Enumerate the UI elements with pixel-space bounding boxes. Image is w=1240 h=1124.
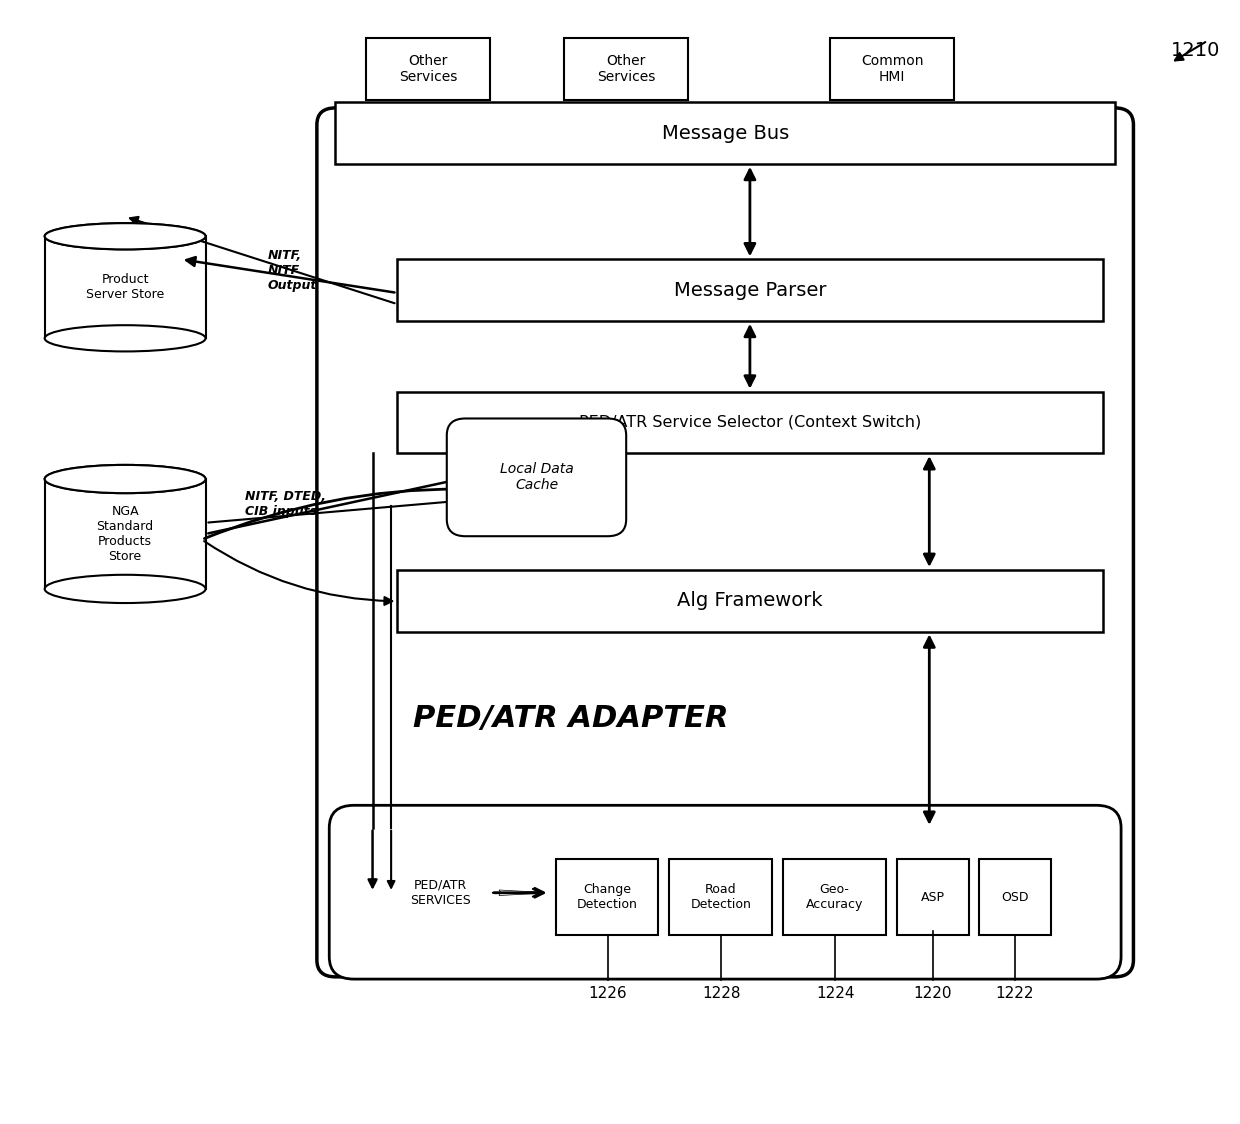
Text: NGA
Standard
Products
Store: NGA Standard Products Store: [97, 505, 154, 563]
Text: Geo-
Accuracy: Geo- Accuracy: [806, 883, 863, 912]
Bar: [45, 479, 206, 589]
FancyBboxPatch shape: [670, 859, 773, 935]
FancyBboxPatch shape: [336, 102, 1115, 164]
Text: Other
Services: Other Services: [399, 54, 458, 84]
Ellipse shape: [45, 224, 206, 250]
Text: Common
HMI: Common HMI: [861, 54, 924, 84]
FancyBboxPatch shape: [446, 418, 626, 536]
Text: OSD: OSD: [1001, 890, 1028, 904]
Text: Local Data
Cache: Local Data Cache: [500, 462, 573, 492]
Text: 1210: 1210: [1171, 40, 1220, 60]
FancyBboxPatch shape: [831, 38, 954, 100]
Text: 1228: 1228: [702, 986, 740, 1001]
Text: 1220: 1220: [914, 986, 952, 1001]
FancyBboxPatch shape: [397, 391, 1102, 453]
FancyBboxPatch shape: [317, 108, 1133, 977]
FancyBboxPatch shape: [366, 38, 490, 100]
FancyBboxPatch shape: [556, 859, 658, 935]
Text: PED/ATR
SERVICES: PED/ATR SERVICES: [410, 879, 471, 907]
Text: NITF,
NITF
Output: NITF, NITF Output: [268, 250, 316, 292]
Text: Change
Detection: Change Detection: [577, 883, 637, 912]
Text: NITF, DTED,
CIB inputs: NITF, DTED, CIB inputs: [246, 490, 326, 518]
FancyBboxPatch shape: [897, 859, 968, 935]
FancyBboxPatch shape: [784, 859, 887, 935]
Ellipse shape: [45, 325, 206, 352]
Ellipse shape: [45, 574, 206, 604]
Ellipse shape: [45, 465, 206, 493]
Text: 1224: 1224: [816, 986, 854, 1001]
FancyBboxPatch shape: [330, 805, 1121, 979]
Text: Other
Services: Other Services: [596, 54, 656, 84]
Text: 1226: 1226: [588, 986, 627, 1001]
Text: PED/ATR Service Selector (Context Switch): PED/ATR Service Selector (Context Switch…: [579, 415, 921, 429]
FancyBboxPatch shape: [564, 38, 688, 100]
Text: Alg Framework: Alg Framework: [677, 591, 822, 610]
Text: Road
Detection: Road Detection: [691, 883, 751, 912]
Text: Message Bus: Message Bus: [661, 124, 789, 143]
Bar: [45, 236, 206, 338]
FancyBboxPatch shape: [397, 570, 1102, 632]
Text: ASP: ASP: [921, 890, 945, 904]
Text: PED/ATR ADAPTER: PED/ATR ADAPTER: [413, 705, 728, 734]
FancyBboxPatch shape: [397, 260, 1102, 321]
Ellipse shape: [45, 224, 206, 250]
Text: Message Parser: Message Parser: [673, 281, 826, 300]
Text: 1222: 1222: [996, 986, 1034, 1001]
FancyBboxPatch shape: [978, 859, 1050, 935]
Text: Product
Server Store: Product Server Store: [86, 273, 164, 301]
Ellipse shape: [45, 465, 206, 493]
